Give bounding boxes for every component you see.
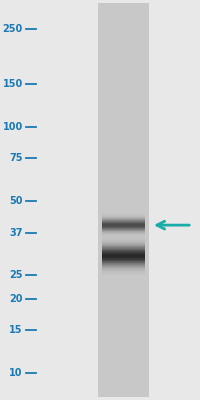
Bar — [102, 250, 145, 251]
Bar — [102, 259, 145, 260]
Bar — [102, 255, 145, 256]
Bar — [102, 274, 145, 275]
Bar — [102, 247, 145, 248]
Bar — [102, 270, 145, 271]
Bar — [102, 256, 145, 257]
Bar — [102, 238, 145, 239]
Bar — [102, 243, 145, 244]
Bar — [102, 268, 145, 269]
Text: 50: 50 — [9, 196, 23, 206]
Bar — [102, 253, 145, 254]
Bar — [102, 236, 145, 237]
Bar — [102, 244, 145, 245]
Bar — [102, 260, 145, 261]
Text: 10: 10 — [9, 368, 23, 378]
Text: 15: 15 — [9, 325, 23, 335]
Bar — [102, 266, 145, 267]
Bar — [102, 254, 145, 255]
Text: 75: 75 — [9, 153, 23, 163]
Text: 37: 37 — [9, 228, 23, 238]
Bar — [102, 252, 145, 253]
Bar — [102, 242, 145, 243]
Bar — [102, 264, 145, 265]
Bar — [102, 239, 145, 240]
Bar — [102, 248, 145, 249]
Text: 20: 20 — [9, 294, 23, 304]
Text: 25: 25 — [9, 270, 23, 280]
FancyBboxPatch shape — [98, 3, 149, 397]
Bar — [102, 251, 145, 252]
Bar — [102, 272, 145, 273]
Bar — [102, 261, 145, 262]
Bar — [102, 249, 145, 250]
Bar — [102, 269, 145, 270]
Bar — [102, 258, 145, 259]
Bar — [102, 237, 145, 238]
Bar — [102, 257, 145, 258]
Bar — [102, 267, 145, 268]
Bar — [102, 271, 145, 272]
Bar — [102, 240, 145, 241]
Text: 250: 250 — [2, 24, 23, 34]
Bar — [102, 265, 145, 266]
Text: 150: 150 — [2, 79, 23, 89]
Bar — [102, 262, 145, 263]
Bar — [102, 246, 145, 247]
Bar — [102, 275, 145, 276]
Bar — [102, 263, 145, 264]
Bar — [102, 241, 145, 242]
Bar — [102, 236, 145, 237]
Bar — [102, 245, 145, 246]
Text: 100: 100 — [2, 122, 23, 132]
Bar — [102, 273, 145, 274]
